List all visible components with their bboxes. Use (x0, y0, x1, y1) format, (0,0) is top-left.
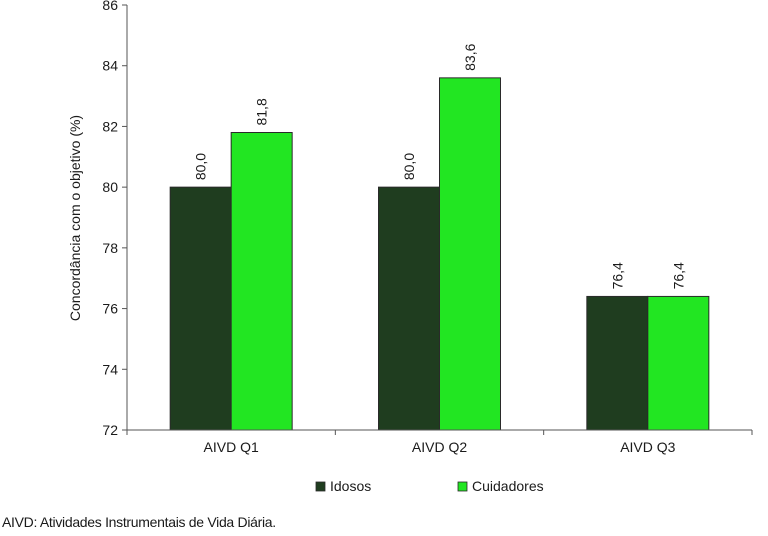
y-tick-label: 78 (102, 240, 118, 256)
y-tick-label: 76 (102, 301, 118, 317)
legend-swatch-cuidadores (457, 481, 468, 492)
bar-idosos (586, 295, 649, 431)
bar-idosos (378, 186, 440, 431)
data-label: 83,6 (462, 43, 478, 70)
data-label: 76,4 (609, 262, 625, 289)
bars: 80,0 81,8 80,0 83,6 76,4 76,4 (169, 43, 710, 431)
bar-idosos (169, 186, 232, 431)
data-label: 80,0 (193, 153, 209, 180)
y-axis-title: Concordância com o objetivo (%) (67, 115, 83, 321)
data-label: 80,0 (401, 153, 417, 180)
x-tick-label: AIVD Q1 (204, 439, 259, 455)
y-tick-label: 86 (102, 0, 118, 13)
data-label: 81,8 (254, 98, 270, 125)
footnote: AIVD: Atividades Instrumentais de Vida D… (2, 514, 276, 530)
legend: Idosos Cuidadores (315, 478, 544, 494)
y-axis: 72 74 76 78 80 82 84 86 (102, 0, 128, 438)
legend-label-cuidadores: Cuidadores (472, 478, 544, 494)
y-tick-label: 84 (102, 58, 118, 74)
y-tick-label: 74 (102, 361, 118, 377)
y-tick-label: 72 (102, 422, 118, 438)
y-tick-label: 80 (102, 179, 118, 195)
data-label: 76,4 (670, 262, 686, 289)
legend-swatch-idosos (315, 481, 326, 492)
y-tick-label: 82 (102, 118, 118, 134)
legend-label-idosos: Idosos (330, 478, 371, 494)
bar-cuidadores (439, 77, 501, 431)
bar-cuidadores (230, 132, 293, 431)
bar-cuidadores (647, 295, 710, 431)
x-tick-label: AIVD Q3 (620, 439, 675, 455)
bar-chart: 72 74 76 78 80 82 84 86 80,0 81,8 80,0 83,6 76,4 76,… (67, 0, 753, 494)
x-axis: AIVD Q1 AIVD Q2 AIVD Q3 (126, 429, 753, 455)
x-tick-label: AIVD Q2 (412, 439, 467, 455)
